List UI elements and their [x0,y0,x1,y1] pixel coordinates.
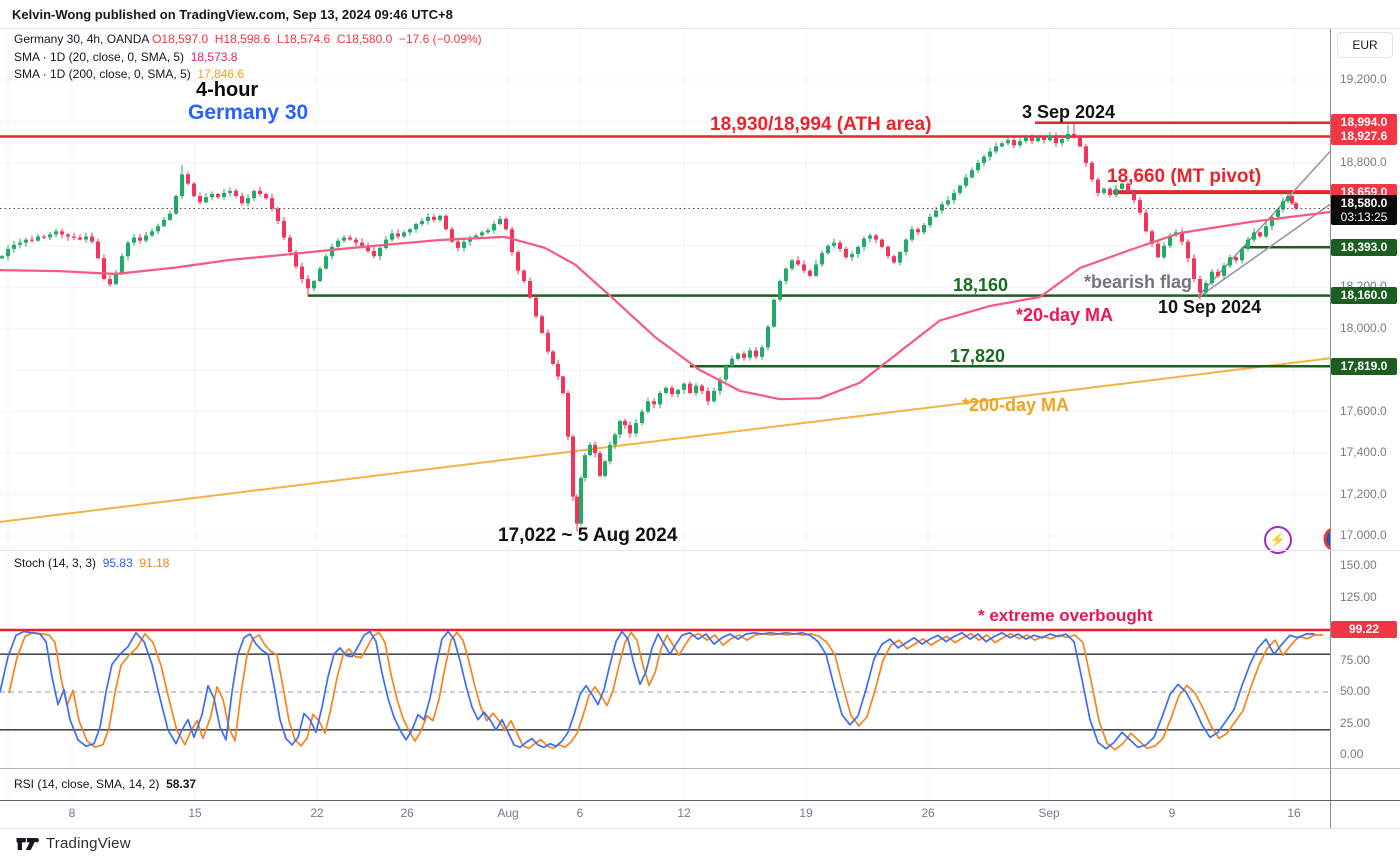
lightning-icon[interactable]: ⚡ [1264,526,1292,554]
time-tick-15: 15 [188,806,202,820]
badge-price: 18,927.6 [1340,128,1388,143]
label-ath-area: 18,930/18,994 (ATH area) [710,114,932,135]
price-stoch-divider[interactable] [0,550,1400,551]
price-tick-17400: 17,400.0 [1340,445,1387,460]
price-badge-17819: 17,819.0 [1331,357,1397,375]
stoch-k-value: 95.83 [102,556,133,570]
stoch-d-value: 91.18 [139,556,170,570]
price-badge-18580: 18,580.0 03:13:25 [1331,194,1397,225]
symbol-title: Germany 30, 4h, OANDA [14,32,149,46]
sma200-label: SMA · 1D (200, close, 0, SMA, 5) [14,67,191,81]
time-tick-26: 26 [400,806,414,820]
stoch-badge-99.22: 99.22 [1331,621,1397,639]
time-tick-6: 6 [576,806,584,820]
price-badge-18393: 18,393.0 [1331,238,1397,256]
badge-price: 18,393.0 [1340,239,1388,254]
time-tick-19: 19 [799,806,813,820]
price-tick-17200: 17,200.0 [1340,486,1387,501]
currency-button[interactable]: EUR [1337,32,1393,58]
badge-price: 18,160.0 [1340,288,1388,303]
ohlc-values: O18,597.0 H18,598.6 L18,574.6 C18,580.0 … [152,32,482,46]
price-badge-18927.6: 18,927.6 [1331,127,1397,145]
price-tick-17600: 17,600.0 [1340,403,1387,418]
badge-price: 18,994.0 [1340,115,1388,130]
rsi-title: RSI (14, close, SMA, 14, 2) [14,777,160,791]
price-axis[interactable] [1330,28,1400,828]
stoch-tick-50: 50.00 [1340,684,1371,698]
footer-bar: TradingView [0,829,1400,860]
label-18160: 18,160 [953,275,1009,295]
stoch-tick-25: 25.00 [1340,715,1371,730]
label-10-sep-2024: 10 Sep 2024 [1158,297,1262,317]
time-tick-9: 9 [1168,806,1176,820]
stoch-legend-row[interactable]: Stoch (14, 3, 3) 95.83 91.18 [14,556,169,570]
label-mt-pivot: 18,660 (MT pivot) [1107,166,1262,187]
label-aug-low: 17,022 ~ 5 Aug 2024 [498,525,678,546]
sma20-legend-row[interactable]: SMA · 1D (20, close, 0, SMA, 5) 18,573.8 [14,50,237,64]
price-tick-17000: 17,000.0 [1340,528,1387,542]
rsi-legend-row[interactable]: RSI (14, close, SMA, 14, 2) 58.37 [14,777,196,791]
time-tick-Aug: Aug [497,806,519,820]
stoch-tick-75: 75.00 [1340,652,1371,667]
label-3-sep-2024: 3 Sep 2024 [1022,102,1116,122]
symbol-watermark: Germany 30 [188,101,309,124]
price-badge-18160: 18,160.0 [1331,287,1397,305]
label-200-day-ma: *200-day MA [962,395,1070,415]
published-header: Kelvin-Wong published on TradingView.com… [12,7,453,22]
time-tick-Sep: Sep [1038,806,1060,820]
price-badge-18994: 18,994.0 [1331,114,1397,132]
stoch-tick-125: 125.00 [1340,589,1377,604]
time-tick-22: 22 [310,806,324,820]
stoch-rsi-divider[interactable] [0,768,1400,769]
badge-price: 18,580.0 [1340,195,1388,210]
bottom-divider [0,828,1400,829]
price-tick-18800: 18,800.0 [1340,154,1387,169]
time-tick-16: 16 [1287,806,1301,820]
label-20-day-ma: *20-day MA [1016,305,1114,325]
sma20-label: SMA · 1D (20, close, 0, SMA, 5) [14,50,185,64]
time-tick-8: 8 [68,806,76,820]
stoch-tick-150: 150.00 [1340,558,1377,572]
price-tick-18000: 18,000.0 [1340,320,1387,335]
sma200-value: 17,846.6 [197,67,245,81]
stoch-title: Stoch (14, 3, 3) [14,556,97,570]
header-divider [0,28,1400,29]
stoch-tick-0: 0.00 [1340,747,1364,761]
label-bearish-flag: *bearish flag [1084,272,1193,292]
rsi-value: 58.37 [166,777,197,791]
label-17820: 17,820 [950,346,1006,366]
tradingview-logo[interactable]: TradingView [16,835,131,852]
badge-price: 17,819.0 [1340,358,1388,373]
price-tick-19200: 19,200.0 [1340,72,1387,86]
time-tick-26: 26 [921,806,935,820]
time-axis-divider [0,800,1400,801]
time-tick-12: 12 [677,806,691,820]
sma20-value: 18,573.8 [190,50,238,64]
countdown-timer: 03:13:25 [1340,209,1388,224]
tradingview-logo-icon [16,837,39,850]
label-extreme-overbought: * extreme overbought [978,606,1153,625]
sma200-legend-row[interactable]: SMA · 1D (200, close, 0, SMA, 5) 17,846.… [14,67,244,81]
timeframe-watermark: 4-hour [196,79,259,101]
symbol-legend-row[interactable]: Germany 30, 4h, OANDA O18,597.0 H18,598.… [14,32,482,46]
tradingview-brand-text: TradingView [46,835,131,852]
